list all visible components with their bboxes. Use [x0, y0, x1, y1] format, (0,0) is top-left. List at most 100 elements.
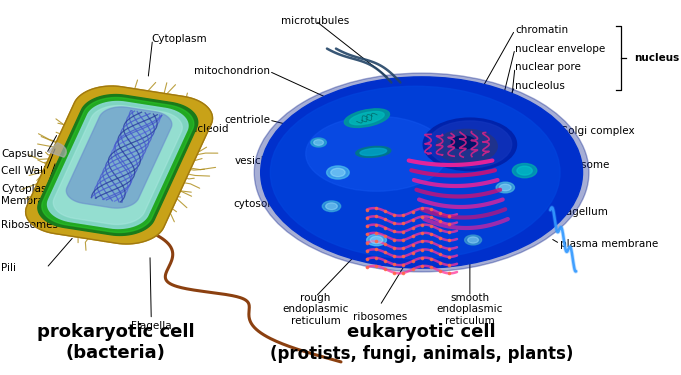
Text: eukaryotic cell: eukaryotic cell: [347, 323, 496, 341]
Text: Cytoplasm: Cytoplasm: [151, 34, 207, 44]
Point: [370, 230, 381, 236]
Point: [434, 260, 445, 266]
Point: [370, 205, 381, 211]
Ellipse shape: [366, 234, 386, 246]
Point: [370, 246, 381, 252]
Point: [434, 235, 445, 241]
Ellipse shape: [327, 166, 349, 179]
Point: [362, 223, 373, 229]
Point: [362, 215, 373, 221]
Point: [416, 214, 427, 220]
Ellipse shape: [345, 109, 390, 128]
Ellipse shape: [326, 203, 337, 210]
Point: [362, 256, 373, 262]
Point: [434, 243, 445, 249]
Ellipse shape: [517, 166, 533, 175]
Point: [426, 256, 437, 262]
Text: lysosome: lysosome: [560, 160, 609, 170]
Text: Pili: Pili: [1, 263, 16, 273]
Point: [362, 264, 373, 270]
Ellipse shape: [512, 164, 537, 178]
Point: [416, 263, 427, 269]
Point: [362, 207, 373, 213]
Text: cytosol: cytosol: [233, 200, 270, 209]
Ellipse shape: [436, 129, 497, 163]
Ellipse shape: [314, 140, 323, 146]
Point: [443, 229, 454, 235]
Point: [416, 222, 427, 228]
Text: Nucleoid: Nucleoid: [183, 124, 229, 134]
Text: Cytoplasmic
Membrane: Cytoplasmic Membrane: [1, 184, 65, 206]
Text: (bacteria): (bacteria): [66, 344, 165, 362]
Point: [443, 237, 454, 243]
Point: [426, 206, 437, 212]
Text: nucleolus: nucleolus: [515, 81, 565, 91]
Text: prokaryotic cell: prokaryotic cell: [37, 323, 195, 341]
Point: [416, 206, 427, 212]
Ellipse shape: [322, 201, 340, 211]
Point: [443, 221, 454, 227]
Point: [380, 241, 391, 247]
Point: [398, 237, 409, 243]
Point: [416, 230, 427, 236]
Point: [426, 239, 437, 245]
Point: [362, 240, 373, 246]
Point: [389, 228, 400, 234]
Point: [426, 264, 437, 270]
Point: [416, 247, 427, 253]
Point: [370, 263, 381, 269]
Ellipse shape: [370, 236, 383, 244]
Polygon shape: [66, 107, 172, 208]
Point: [380, 258, 391, 264]
Point: [407, 217, 418, 223]
Point: [434, 268, 445, 274]
Point: [426, 248, 437, 254]
Text: smooth
endoplasmic
reticulum: smooth endoplasmic reticulum: [437, 293, 503, 326]
Point: [407, 225, 418, 231]
Point: [389, 261, 400, 267]
Point: [370, 238, 381, 244]
Point: [443, 213, 454, 219]
Point: [380, 266, 391, 272]
Ellipse shape: [254, 73, 589, 272]
Point: [398, 212, 409, 218]
Ellipse shape: [270, 86, 560, 259]
Wedge shape: [48, 143, 66, 157]
Text: (protists, fungi, animals, plants): (protists, fungi, animals, plants): [270, 345, 573, 363]
Ellipse shape: [311, 138, 326, 147]
Point: [426, 231, 437, 237]
Point: [380, 225, 391, 231]
Ellipse shape: [468, 237, 479, 243]
Ellipse shape: [306, 116, 447, 191]
Text: chromatin: chromatin: [515, 25, 568, 35]
Polygon shape: [38, 94, 197, 236]
Point: [398, 262, 409, 268]
Text: nucleus: nucleus: [634, 53, 679, 63]
Point: [362, 248, 373, 254]
Text: Golgi complex: Golgi complex: [560, 126, 635, 136]
Ellipse shape: [360, 148, 387, 156]
Point: [389, 253, 400, 259]
Point: [443, 262, 454, 268]
Point: [407, 233, 418, 239]
Text: vesicle: vesicle: [234, 156, 270, 166]
Ellipse shape: [423, 118, 517, 171]
Point: [434, 226, 445, 232]
Point: [443, 254, 454, 260]
Point: [426, 223, 437, 229]
Point: [434, 251, 445, 257]
Ellipse shape: [428, 121, 511, 168]
Point: [407, 258, 418, 264]
Text: Flagella: Flagella: [131, 321, 172, 331]
Point: [389, 245, 400, 251]
Text: ribosomes: ribosomes: [353, 312, 407, 322]
Point: [380, 233, 391, 239]
Ellipse shape: [349, 111, 384, 125]
Point: [370, 222, 381, 228]
Polygon shape: [48, 102, 188, 228]
Point: [389, 270, 400, 276]
Text: microtubules: microtubules: [281, 16, 349, 26]
Point: [370, 255, 381, 261]
Point: [407, 250, 418, 256]
Point: [407, 242, 418, 248]
